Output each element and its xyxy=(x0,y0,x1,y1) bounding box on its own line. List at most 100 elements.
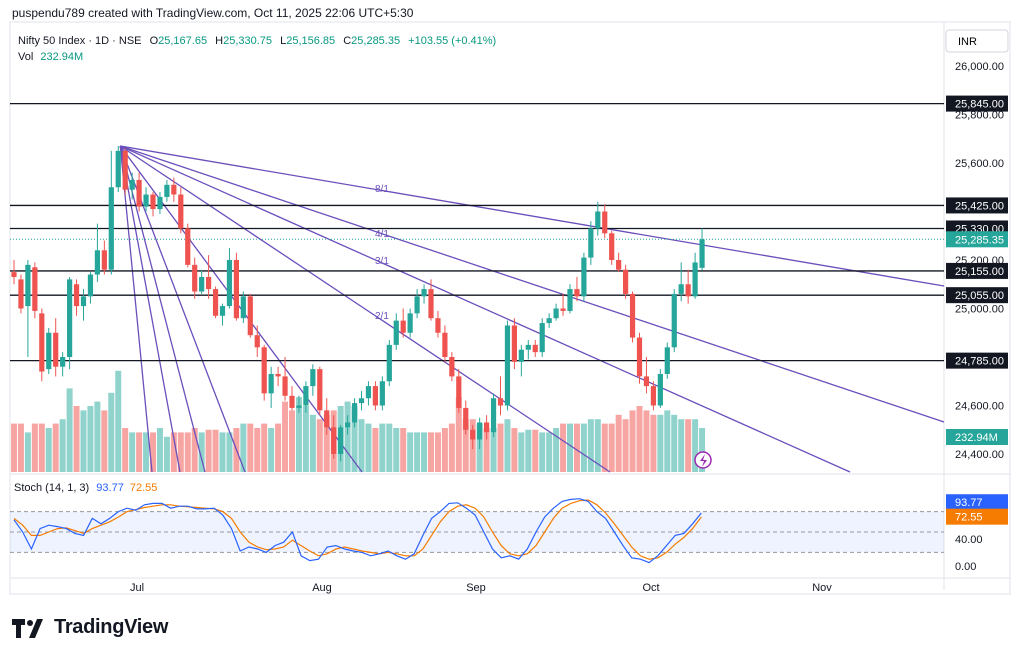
time-tick-label: Jul xyxy=(130,582,144,594)
volume-bar xyxy=(191,428,198,472)
volume-bar xyxy=(205,429,212,472)
candle-body xyxy=(331,427,337,454)
candle-body xyxy=(435,318,441,333)
currency-box[interactable] xyxy=(945,29,1009,53)
candle-body xyxy=(67,279,73,357)
volume-bar xyxy=(532,429,539,472)
candles[interactable] xyxy=(11,146,705,462)
volume-bar xyxy=(448,423,455,472)
time-axis[interactable]: Jul Aug Sep Oct Nov xyxy=(130,582,832,594)
candle-body xyxy=(240,296,246,319)
volume-bar xyxy=(66,388,73,472)
candle-body xyxy=(497,398,504,406)
price-level-label: 24,785.00 xyxy=(955,356,1004,368)
volume-bar xyxy=(52,423,59,472)
volume-bar xyxy=(254,428,261,472)
volume-bar xyxy=(289,410,295,472)
volume-bar xyxy=(212,429,219,472)
volume-bar xyxy=(115,370,122,472)
price-level-label: 25,155.00 xyxy=(955,266,1004,278)
fan-line xyxy=(120,145,945,287)
candle-body xyxy=(296,405,302,408)
price-level-label: 25,055.00 xyxy=(955,290,1004,302)
candle-body xyxy=(80,296,87,307)
price-tick-label: 25,800.00 xyxy=(955,110,1004,122)
candle-body xyxy=(365,386,372,399)
grid xyxy=(9,21,1011,595)
volume-bar xyxy=(615,414,622,472)
volume-bar xyxy=(421,432,428,472)
volume-bar xyxy=(240,423,247,472)
volume-bar xyxy=(685,419,692,472)
candle-body xyxy=(470,429,476,440)
candle-body xyxy=(428,289,434,319)
candle-body xyxy=(25,264,31,307)
volume-bar xyxy=(650,414,657,472)
volume-bar xyxy=(455,397,462,472)
volume-bar xyxy=(163,436,170,472)
volume-bar xyxy=(372,428,379,472)
candle-body xyxy=(400,320,406,333)
candle-body xyxy=(449,357,455,377)
candle-body xyxy=(616,260,622,270)
candle-body xyxy=(553,308,559,319)
volume-bar xyxy=(282,401,289,472)
fan-line xyxy=(119,145,611,473)
fan-line xyxy=(120,145,945,423)
volume-bar xyxy=(504,419,511,472)
legend-low-label: L xyxy=(280,35,286,47)
candle-body xyxy=(254,335,260,348)
candle-body xyxy=(11,272,17,277)
stoch-legend-name: Stoch (14, 1, 3) xyxy=(14,482,89,494)
candle-body xyxy=(185,228,191,265)
candle-body xyxy=(588,228,594,258)
volume-bar xyxy=(657,414,664,472)
candle-body xyxy=(247,296,253,336)
fan-line xyxy=(119,145,153,473)
volume-bar xyxy=(219,432,226,472)
volume-legend: Vol 232.94M xyxy=(18,51,83,63)
candle-body xyxy=(386,344,392,382)
volume-bar xyxy=(177,432,184,472)
candle-body xyxy=(463,407,469,430)
candle-body xyxy=(275,373,281,377)
volume-bar xyxy=(643,410,650,472)
tradingview-logo-text: TradingView xyxy=(54,616,169,638)
volume-bar xyxy=(226,432,233,472)
candle-body xyxy=(94,250,100,275)
candle-body xyxy=(372,386,378,406)
candle-body xyxy=(108,187,114,270)
volume-bar xyxy=(358,419,365,472)
volume-bar xyxy=(59,419,66,472)
chart-frame xyxy=(9,21,1011,595)
volume-bars xyxy=(11,370,706,472)
volume-bar xyxy=(462,419,469,472)
volume-bar xyxy=(379,423,386,472)
candle-body xyxy=(664,347,670,374)
volume-bar xyxy=(150,432,156,472)
volume-bar xyxy=(587,419,594,472)
fan-line xyxy=(119,145,851,473)
price-tick-label: 24,600.00 xyxy=(955,401,1004,413)
candle-body xyxy=(657,373,663,406)
volume-bar xyxy=(407,432,414,472)
candle-body xyxy=(539,323,545,353)
volume-legend-value: 232.94M xyxy=(40,51,83,63)
candle-body xyxy=(581,257,587,297)
volume-bar xyxy=(483,428,490,472)
time-tick-label: Sep xyxy=(466,582,486,594)
candle-body xyxy=(532,344,538,353)
price-tick-label: 25,600.00 xyxy=(955,158,1004,170)
candle-body xyxy=(129,179,135,190)
candle-body xyxy=(303,386,309,406)
candle-body xyxy=(574,289,580,297)
candle-body xyxy=(518,349,524,362)
price-level-badge xyxy=(946,197,1008,214)
volume-bar xyxy=(490,428,497,472)
volume-bar xyxy=(87,406,94,472)
candle-body xyxy=(338,427,344,454)
stoch-pane: 40.00 0.00 93.77 72.55 xyxy=(10,494,1008,573)
candle-body xyxy=(324,410,330,428)
price-axis[interactable]: 26,000.00 25,800.00 25,600.00 25,200.00 25,0… xyxy=(694,61,1008,469)
